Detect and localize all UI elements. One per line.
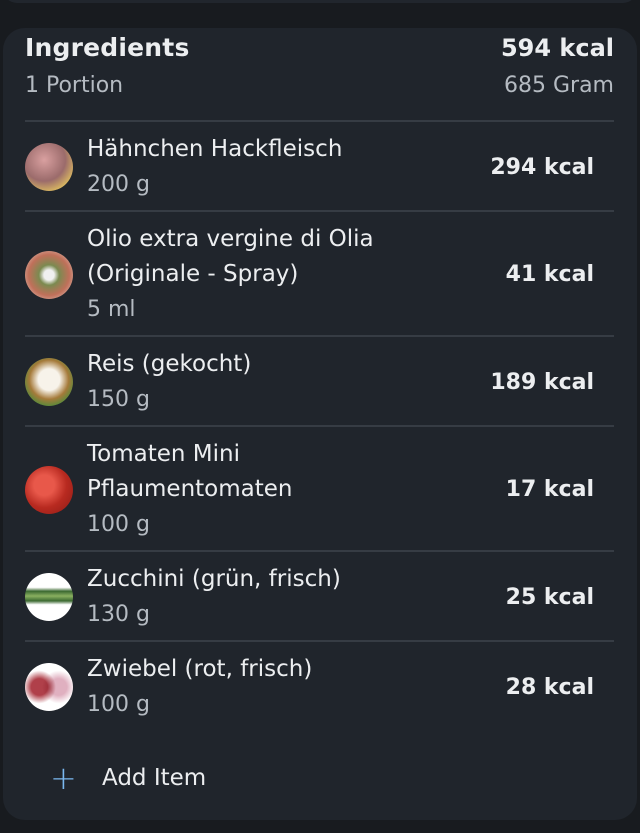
ingredient-image [25,663,73,711]
ingredient-qty: 100 g [87,512,150,537]
ingredients-header: Ingredients 594 kcal 1 Portion 685 Gram [25,30,614,106]
ingredient-kcal: 28 kcal [505,674,594,700]
ingredient-qty: 130 g [87,602,150,627]
ingredient-image [25,573,73,621]
ingredient-qty: 5 ml [87,297,136,322]
ingredient-row[interactable]: Hähnchen Hackfleisch 200 g 294 kcal [25,120,614,210]
section-title: Ingredients [25,33,190,62]
ingredient-name: Olio extra vergine di Olia (Originale - … [87,226,374,287]
ingredient-name: Zucchini (grün, frisch) [87,566,341,592]
ingredient-kcal: 294 kcal [490,154,594,180]
portion-label[interactable]: 1 Portion [25,73,124,98]
ingredient-name: Tomaten Mini Pflaumentomaten [87,441,293,502]
previous-card [3,0,637,3]
ingredients-card [3,28,637,820]
ingredient-qty: 100 g [87,692,150,717]
ingredient-image [25,465,73,514]
total-kcal: 594 kcal [500,34,614,62]
ingredient-qty: 200 g [87,172,150,197]
ingredient-name: Hähnchen Hackfleisch [87,136,343,162]
ingredient-image [25,143,73,191]
ingredient-row[interactable]: Zwiebel (rot, frisch) 100 g 28 kcal [25,640,614,730]
ingredient-name: Zwiebel (rot, frisch) [87,656,313,682]
add-item-button[interactable]: + Add Item [50,760,206,796]
ingredient-kcal: 41 kcal [505,262,594,287]
ingredient-row[interactable]: Zucchini (grün, frisch) 130 g 25 kcal [25,550,614,640]
total-weight: 685 Gram [504,73,614,98]
add-item-label: Add Item [102,765,207,791]
ingredient-name: Reis (gekocht) [87,351,252,377]
ingredient-row[interactable]: Tomaten Mini Pflaumentomaten 100 g 17 kca… [25,425,614,550]
ingredient-image [25,358,73,406]
ingredient-list: Hähnchen Hackfleisch 200 g 294 kcal Olio … [25,120,614,730]
ingredient-row[interactable]: Reis (gekocht) 150 g 189 kcal [25,335,614,425]
plus-icon: + [50,759,77,797]
ingredient-qty: 150 g [87,387,150,412]
ingredient-image [25,250,73,299]
ingredient-kcal: 17 kcal [505,477,594,502]
ingredient-kcal: 189 kcal [490,369,594,395]
ingredient-kcal: 25 kcal [505,584,594,610]
ingredient-row[interactable]: Olio extra vergine di Olia (Originale - … [25,210,614,335]
